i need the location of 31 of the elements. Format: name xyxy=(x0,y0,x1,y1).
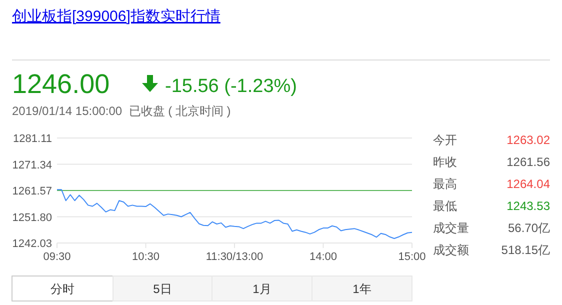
text: 1261.56 xyxy=(506,155,550,169)
text: 1月 xyxy=(252,282,272,296)
text: 成交额 xyxy=(433,243,469,257)
text: 最高 xyxy=(433,177,457,191)
chart-title: 创业板指[399006]指数实时行情 xyxy=(12,8,220,25)
text: 1263.02 xyxy=(506,133,550,147)
text: 1243.53 xyxy=(506,199,550,213)
text: 成交量 xyxy=(433,221,469,235)
text: 1246.00 xyxy=(12,69,110,99)
text: 昨收 xyxy=(433,155,457,169)
text: 今开 xyxy=(433,133,457,147)
text: 1年 xyxy=(352,282,372,296)
y-tick-label: 1281.11 xyxy=(13,133,52,145)
y-tick-label: 1242.03 xyxy=(12,238,52,250)
y-tick-label: 1261.57 xyxy=(12,186,52,198)
text: 分时 xyxy=(50,282,74,296)
text: 2019/01/14 15:00:00 已收盘 ( 北京时间 ) xyxy=(12,104,231,118)
text: 5日 xyxy=(153,282,172,296)
text: 1264.04 xyxy=(506,177,550,191)
text: 518.15亿 xyxy=(501,243,550,257)
line-series xyxy=(56,189,412,240)
text: 56.70亿 xyxy=(508,221,550,235)
x-tick-label: 11:30/13:00 xyxy=(206,251,264,263)
text: -15.56 (-1.23%) xyxy=(165,76,298,97)
x-tick-label: 10:30 xyxy=(132,251,160,263)
x-tick-label: 15:00 xyxy=(398,251,426,263)
text: 最低 xyxy=(433,199,457,213)
y-tick-label: 1271.34 xyxy=(12,159,52,172)
x-tick-label: 14:00 xyxy=(309,251,338,263)
x-tick-label: 09:30 xyxy=(43,251,71,263)
y-tick-label: 1251.80 xyxy=(12,212,52,224)
